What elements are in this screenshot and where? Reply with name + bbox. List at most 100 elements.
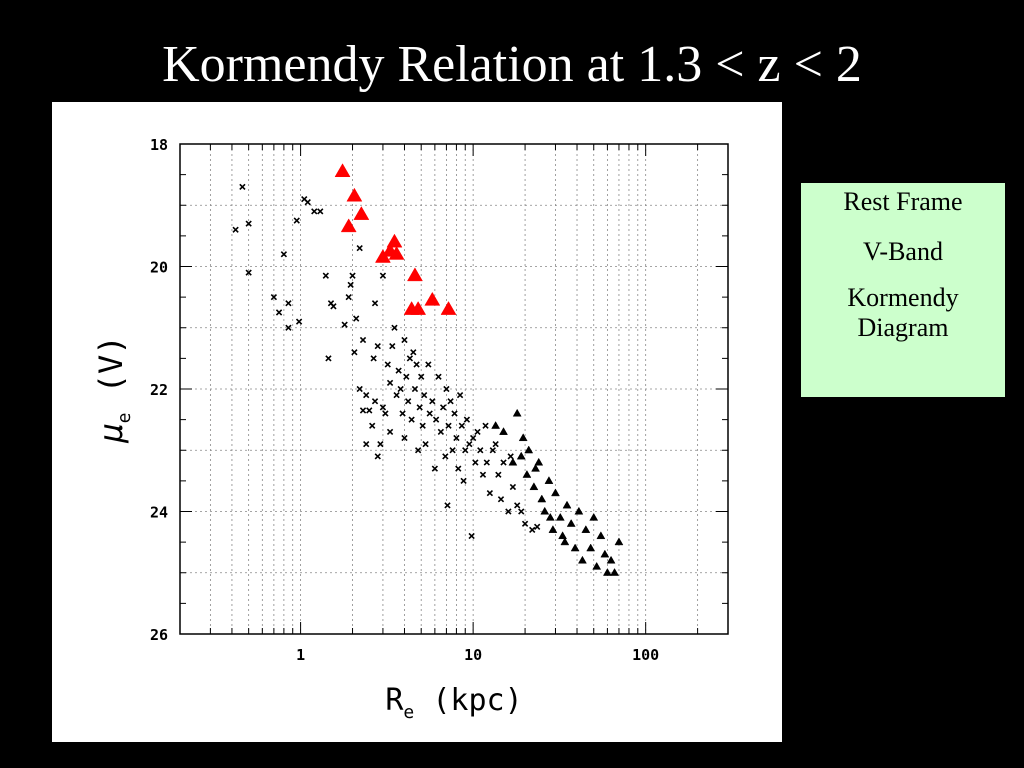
data-point-cross bbox=[469, 434, 477, 442]
data-point-cross bbox=[529, 526, 536, 534]
data-point-red-triangle bbox=[440, 301, 457, 315]
data-point-cross bbox=[389, 342, 396, 350]
data-point-cross bbox=[419, 422, 426, 429]
data-point-cross bbox=[404, 398, 412, 405]
data-point-triangle bbox=[508, 457, 518, 466]
data-point-cross bbox=[449, 447, 456, 454]
data-point-cross bbox=[462, 447, 469, 454]
kormendy-scatter-plot: 1 10 100 18 20 22 24 26 Re (kpc) μe (V) bbox=[92, 136, 729, 723]
data-point-cross bbox=[509, 483, 517, 491]
data-point-cross bbox=[393, 391, 400, 399]
data-point-triangle bbox=[512, 408, 522, 417]
data-point-cross bbox=[403, 373, 410, 380]
data-point-cross bbox=[397, 385, 404, 393]
data-point-cross bbox=[416, 404, 423, 411]
data-point-cross bbox=[374, 342, 381, 350]
data-point-cross bbox=[408, 416, 415, 423]
data-point-cross bbox=[353, 315, 360, 322]
data-point-cross bbox=[399, 410, 406, 417]
data-point-cross bbox=[426, 410, 433, 417]
data-point-cross bbox=[401, 434, 408, 442]
data-point-cross bbox=[285, 324, 292, 331]
data-point-cross bbox=[466, 440, 473, 448]
data-point-cross bbox=[455, 465, 462, 472]
data-point-triangle bbox=[548, 525, 558, 533]
data-point-cross bbox=[422, 440, 429, 448]
data-point-cross bbox=[411, 385, 419, 393]
data-point-cross bbox=[445, 422, 452, 429]
data-point-red-triangle bbox=[386, 233, 403, 248]
axis-ticks bbox=[179, 143, 729, 635]
data-point-triangle bbox=[581, 525, 591, 533]
data-point-red-triangle bbox=[334, 163, 351, 178]
data-point-cross bbox=[382, 410, 389, 417]
grid bbox=[179, 143, 729, 635]
data-point-cross bbox=[492, 440, 499, 448]
data-point-red-triangle bbox=[353, 206, 370, 220]
tick-labels: 1 10 100 18 20 22 24 26 bbox=[150, 136, 659, 664]
data-point-cross bbox=[468, 532, 475, 540]
data-point-triangle bbox=[522, 470, 532, 478]
data-point-triangle bbox=[551, 488, 560, 497]
y-tick-label: 26 bbox=[150, 626, 168, 644]
data-point-triangle bbox=[558, 531, 568, 540]
data-point-cross bbox=[410, 349, 417, 356]
data-point-cross bbox=[395, 367, 402, 374]
data-point-triangle bbox=[555, 512, 565, 521]
data-point-cross bbox=[483, 459, 490, 466]
data-point-triangle bbox=[614, 537, 624, 546]
data-point-cross bbox=[270, 293, 278, 301]
data-point-cross bbox=[521, 520, 529, 527]
data-point-triangle bbox=[596, 531, 606, 540]
data-point-cross bbox=[371, 398, 379, 405]
data-point-cross bbox=[406, 355, 414, 362]
data-point-triangle bbox=[600, 549, 610, 558]
axis-titles: Re (kpc) μe (V) bbox=[92, 335, 523, 723]
info-line-v-band: V-Band bbox=[863, 237, 943, 266]
data-point-cross bbox=[486, 489, 494, 497]
data-point-triangle bbox=[578, 555, 587, 564]
data-point-cross bbox=[435, 373, 442, 380]
data-point-cross bbox=[500, 459, 507, 466]
x-tick-label: 10 bbox=[464, 646, 482, 664]
data-point-cross bbox=[472, 459, 479, 466]
data-point-cross bbox=[414, 447, 422, 454]
y-axis-title: μe (V) bbox=[92, 335, 135, 443]
data-point-triangle bbox=[534, 457, 544, 466]
data-point-cross bbox=[505, 508, 512, 515]
data-point-cross bbox=[345, 293, 352, 301]
data-point-cross bbox=[429, 398, 436, 405]
y-tick-label: 24 bbox=[150, 504, 168, 522]
data-point-triangle bbox=[589, 512, 599, 521]
x-tick-label: 1 bbox=[296, 646, 305, 664]
data-point-cross bbox=[330, 303, 337, 310]
data-point-cross bbox=[370, 355, 377, 362]
data-point-cross bbox=[239, 183, 246, 191]
data-point-triangle bbox=[602, 568, 612, 576]
data-point-cross bbox=[495, 471, 502, 478]
x-axis-title: Re (kpc) bbox=[385, 683, 522, 723]
data-point-triangle bbox=[560, 537, 570, 546]
data-point-cross bbox=[453, 434, 460, 442]
data-point-cross bbox=[458, 422, 466, 429]
data-point-triangle bbox=[586, 543, 596, 552]
data-point-cross bbox=[413, 361, 420, 368]
y-tick-label: 20 bbox=[150, 259, 168, 277]
data-point-cross bbox=[359, 407, 367, 414]
data-point-cross bbox=[359, 336, 367, 344]
data-point-cross bbox=[460, 477, 467, 485]
data-point-cross bbox=[363, 391, 370, 399]
data-point-cross bbox=[311, 208, 318, 215]
data-point-triangle bbox=[491, 421, 501, 429]
data-point-cross bbox=[347, 281, 354, 289]
data-point-cross bbox=[293, 217, 300, 224]
data-point-cross bbox=[386, 379, 394, 387]
data-point-triangle bbox=[499, 427, 508, 435]
data-point-cross bbox=[456, 391, 464, 399]
data-point-cross bbox=[384, 361, 391, 368]
data-point-red-triangle bbox=[388, 245, 405, 260]
data-point-red-triangle bbox=[340, 218, 357, 233]
data-point-cross bbox=[391, 324, 398, 331]
slide-title: Kormendy Relation at 1.3 < z < 2 bbox=[162, 36, 862, 93]
data-point-cross bbox=[386, 428, 394, 436]
